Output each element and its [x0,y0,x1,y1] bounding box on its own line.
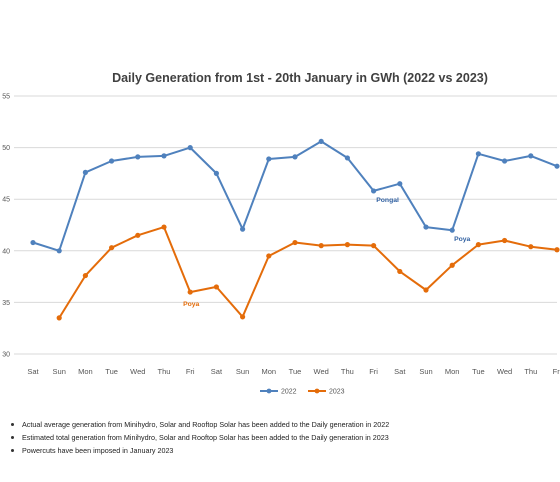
x-tick-label: Tue [289,367,302,376]
series-2023 [56,224,560,321]
data-point-2023 [528,244,534,250]
x-tick-label: Sun [53,367,66,376]
x-tick-label: Fri [186,367,195,376]
data-point-2023 [502,237,508,244]
data-point-2023 [344,242,350,248]
annotation-label: Poya [183,301,199,308]
x-tick-label: Tue [105,367,118,376]
data-point-2022 [423,224,429,230]
data-point-2023 [371,243,377,249]
data-point-2023 [475,242,481,248]
footnote-item: Powercuts have been imposed in January 2… [8,444,553,457]
x-tick-label: Wed [130,367,145,376]
data-point-2023 [82,272,88,279]
x-axis-ticks: Sat Sun Mon Tue Wed Thu Fri Sat Sun Mon Tue Wed Thu F… [27,367,560,376]
footnotes: Actual average generation from Minihydro… [8,418,553,457]
data-point-2022 [554,163,560,169]
y-tick-label: 35 [2,300,10,307]
annotation-label: Poya [454,236,470,243]
series-2022 [30,138,560,254]
x-tick-label: Fri [553,367,560,376]
y-tick-label: 30 [2,352,10,359]
x-tick-label: Fri [369,367,378,376]
y-tick-label: 55 [2,94,10,101]
legend-swatch-marker [314,388,320,394]
data-point-2022 [371,188,377,194]
x-tick-label: Tue [472,367,485,376]
data-point-2023 [109,245,115,251]
gridlines [14,95,557,355]
data-point-2022 [161,153,167,159]
annotation-label: Pongal [376,197,399,204]
data-point-2023 [292,239,298,246]
x-tick-label: Sun [419,367,432,376]
line-chart: Daily Generation from 1st - 20th January… [0,0,560,415]
series-lines [30,138,560,321]
x-tick-label: Sun [236,367,249,376]
data-point-2022 [30,239,36,246]
y-tick-label: 45 [2,197,10,204]
x-tick-label: Wed [314,367,329,376]
footnote-item: Estimated total generation from Minihydr… [8,431,553,444]
x-tick-label: Sat [211,367,223,376]
data-point-2022 [292,154,298,160]
data-point-2023 [135,232,141,238]
data-point-2022 [213,170,219,176]
x-tick-label: Thu [524,367,537,376]
x-tick-label: Sat [27,367,39,376]
data-point-2023 [213,284,219,290]
series-line-2023 [58,226,558,319]
data-point-2022 [397,181,403,187]
chart-title: Daily Generation from 1st - 20th January… [112,71,488,85]
data-point-2023 [187,289,193,295]
data-point-2023 [554,247,560,253]
x-tick-label: Sat [394,367,406,376]
legend: 2022 2023 [260,389,345,396]
data-point-2023 [449,262,455,268]
data-point-2022 [109,158,115,164]
x-tick-label: Mon [78,367,93,376]
data-point-2022 [502,158,508,164]
data-point-2023 [397,268,403,275]
chart-background [0,0,560,415]
x-tick-label: Mon [262,367,277,376]
data-point-2022 [344,155,350,161]
data-point-2023 [56,315,62,321]
data-point-2022 [135,154,141,160]
x-tick-label: Thu [158,367,171,376]
data-point-2023 [266,253,272,259]
x-tick-label: Thu [341,367,354,376]
data-point-2022 [187,145,193,151]
legend-label: 2022 [281,389,297,396]
annotations: Pongal Poya Poya [183,197,470,308]
legend-swatch-marker [266,388,272,394]
y-axis-ticks: 30 35 40 45 50 55 [2,94,10,359]
data-point-2023 [318,243,324,249]
legend-label: 2023 [329,389,345,396]
data-point-2023 [423,287,429,293]
y-tick-label: 50 [2,145,10,152]
x-tick-label: Wed [497,367,512,376]
data-point-2023 [161,224,167,230]
data-point-2022 [56,248,62,254]
data-point-2022 [318,138,324,145]
data-point-2022 [449,227,455,233]
data-point-2022 [528,153,534,159]
data-point-2022 [266,156,272,162]
data-point-2023 [240,314,246,320]
data-point-2022 [82,169,88,175]
y-tick-label: 40 [2,248,10,255]
data-point-2022 [475,151,481,157]
footnote-item: Actual average generation from Minihydro… [8,418,553,431]
x-tick-label: Mon [445,367,460,376]
data-point-2022 [240,226,246,232]
